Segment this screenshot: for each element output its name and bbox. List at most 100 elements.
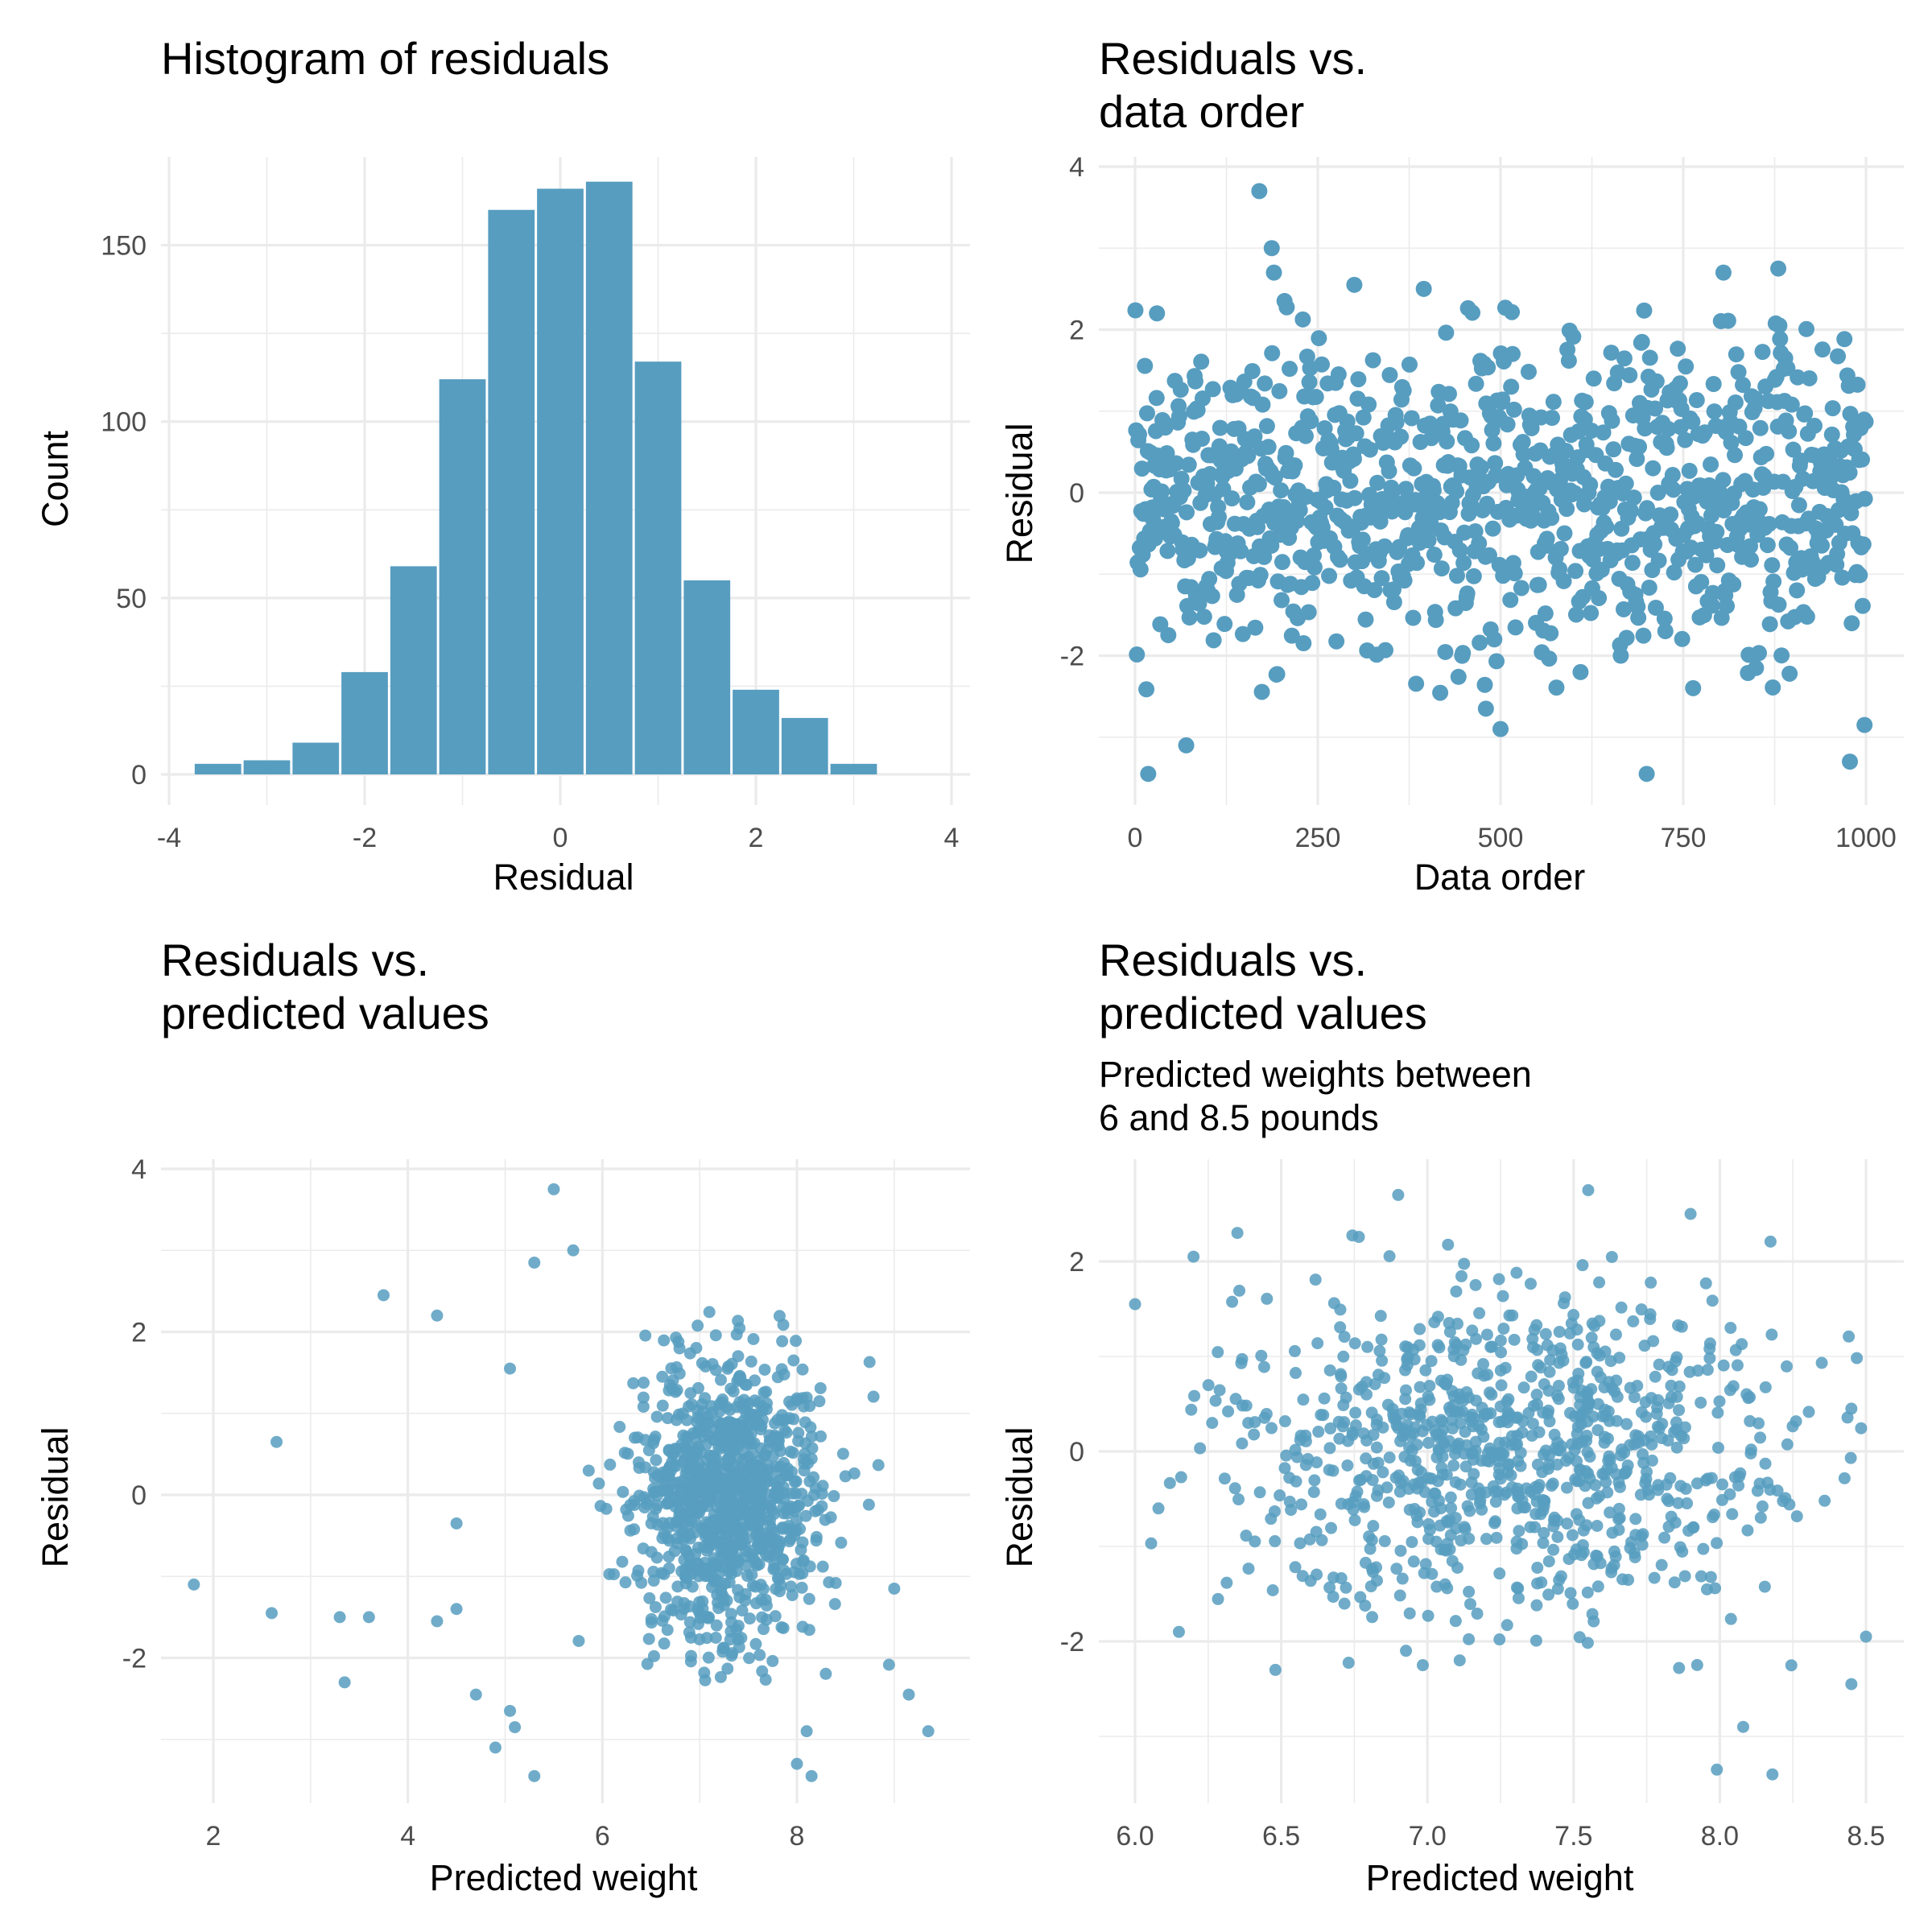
data-point — [1678, 358, 1695, 375]
data-point — [1453, 1654, 1466, 1667]
data-point — [738, 1522, 751, 1535]
data-point — [1419, 1558, 1432, 1571]
data-point — [772, 1488, 785, 1501]
data-point — [1405, 609, 1422, 626]
data-point — [1752, 419, 1769, 436]
data-point — [683, 1550, 696, 1563]
data-point — [1758, 445, 1775, 462]
data-point — [1582, 1496, 1595, 1509]
data-point — [694, 1471, 707, 1484]
x-tick-label: 8.5 — [1847, 1821, 1885, 1852]
data-point — [1685, 679, 1702, 696]
data-point — [582, 1464, 595, 1477]
data-point — [784, 1445, 797, 1458]
data-point — [1480, 1533, 1492, 1546]
subset-tick-labels: 6.0 6.5 7.0 7.5 8.0 8.5 -2 0 2 — [1060, 1247, 1885, 1852]
data-point — [1727, 447, 1744, 464]
data-point — [675, 1485, 687, 1498]
data-point — [1711, 485, 1728, 502]
data-point — [1438, 324, 1455, 341]
data-point — [1323, 1581, 1336, 1594]
data-point — [1717, 1359, 1730, 1372]
data-point — [1444, 1491, 1457, 1504]
data-point — [791, 1757, 803, 1770]
data-point — [658, 1334, 671, 1347]
predicted-title-line-2: predicted values — [161, 988, 489, 1038]
x-tick-label: 750 — [1661, 823, 1707, 853]
data-point — [1547, 1543, 1560, 1556]
y-tick-label: -2 — [1060, 1627, 1084, 1657]
data-point — [747, 1332, 760, 1345]
data-point — [665, 1362, 678, 1375]
data-point — [685, 1398, 698, 1411]
data-point — [1304, 575, 1321, 592]
data-point — [678, 1602, 691, 1615]
x-tick-label: 8 — [790, 1821, 805, 1852]
data-point — [1244, 362, 1261, 379]
data-point — [1522, 1406, 1535, 1419]
data-point — [1646, 536, 1663, 553]
data-point — [691, 1319, 704, 1332]
data-point — [787, 1354, 800, 1367]
data-point — [771, 1414, 784, 1426]
data-point — [1843, 615, 1860, 632]
data-point — [1493, 1633, 1506, 1646]
data-point — [1477, 1410, 1490, 1423]
data-point — [1591, 589, 1608, 606]
histogram-bar — [194, 763, 242, 774]
data-point — [1674, 1430, 1687, 1443]
data-point — [1432, 684, 1449, 701]
data-point — [1754, 1431, 1767, 1444]
data-point — [1365, 1534, 1378, 1546]
data-point — [1455, 1353, 1468, 1366]
data-point — [715, 1505, 728, 1518]
data-point — [1544, 410, 1561, 427]
y-tick-label: 0 — [1069, 1437, 1084, 1468]
data-point — [649, 1600, 662, 1613]
data-point — [1660, 420, 1677, 437]
data-point — [1857, 413, 1874, 430]
data-point — [1742, 551, 1759, 568]
data-point — [749, 1637, 762, 1650]
data-point — [1785, 1659, 1798, 1672]
data-point — [650, 1551, 663, 1564]
data-point — [450, 1603, 463, 1616]
data-point — [1393, 1589, 1406, 1602]
data-point — [1390, 1563, 1403, 1575]
panel-residuals-vs-order: Residuals vs. data order 0 250 500 750 1000 -… — [999, 33, 1904, 898]
data-point — [1395, 382, 1412, 399]
data-point — [504, 1704, 517, 1717]
data-point — [1283, 1495, 1296, 1508]
data-point — [1342, 1657, 1355, 1670]
data-point — [1539, 1444, 1552, 1457]
data-point — [1665, 481, 1682, 498]
panel-residuals-vs-predicted: Residuals vs. predicted values 2 4 6 8 -2 0 2 4… — [35, 935, 970, 1898]
data-point — [1269, 666, 1286, 683]
data-point — [1695, 1396, 1707, 1409]
data-point — [1280, 1449, 1293, 1462]
data-point — [815, 1500, 828, 1513]
data-point — [797, 1400, 810, 1413]
data-point — [1434, 1519, 1447, 1532]
data-point — [1324, 1422, 1337, 1435]
data-point — [1302, 413, 1319, 430]
histogram-bar — [243, 760, 291, 774]
data-point — [679, 1467, 692, 1480]
data-point — [1538, 1378, 1550, 1391]
data-point — [778, 1456, 791, 1469]
data-point — [1311, 1337, 1324, 1350]
data-point — [1834, 569, 1851, 586]
data-point — [1790, 1510, 1803, 1523]
data-point — [1435, 1502, 1447, 1515]
data-point — [1269, 1663, 1282, 1676]
data-point — [1620, 1418, 1633, 1430]
data-point — [1340, 1391, 1352, 1404]
data-point — [1512, 1591, 1525, 1604]
y-tick-label: 0 — [1069, 478, 1084, 509]
data-point — [1729, 1344, 1742, 1356]
data-point — [1414, 1323, 1426, 1335]
data-point — [1346, 489, 1363, 506]
data-point — [714, 1373, 727, 1386]
data-point — [1567, 1597, 1579, 1610]
data-point — [1505, 1480, 1518, 1493]
